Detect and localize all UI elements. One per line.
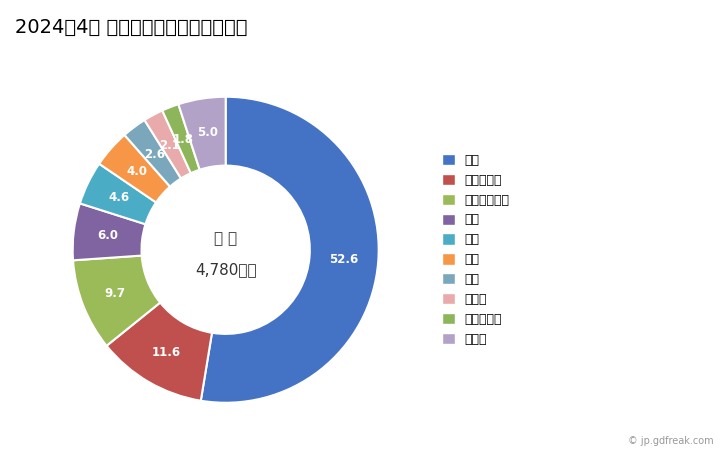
Wedge shape [162,104,199,173]
Wedge shape [106,302,212,400]
Legend: 中国, フィリピン, インドネシア, 台湾, 香港, 米国, 韓国, インド, マレーシア, その他: 中国, フィリピン, インドネシア, 台湾, 香港, 米国, 韓国, インド, … [443,154,510,346]
Text: 9.7: 9.7 [105,287,126,300]
Text: 2.6: 2.6 [144,148,165,161]
Text: 2024年4月 輸出相手国のシェア（％）: 2024年4月 輸出相手国のシェア（％） [15,18,247,37]
Wedge shape [99,135,170,202]
Text: 総 額: 総 額 [214,232,237,247]
Wedge shape [124,120,181,187]
Wedge shape [80,164,156,224]
Text: 4.6: 4.6 [108,191,130,204]
Wedge shape [145,111,191,178]
Text: 5.0: 5.0 [197,126,218,139]
Text: 52.6: 52.6 [329,253,358,266]
Text: © jp.gdfreak.com: © jp.gdfreak.com [628,436,713,446]
Text: 4.0: 4.0 [126,165,147,178]
Wedge shape [73,203,146,260]
Text: 4,780万円: 4,780万円 [195,262,256,277]
Wedge shape [73,256,160,346]
Text: 2.1: 2.1 [159,139,180,152]
Wedge shape [201,97,379,403]
Text: 11.6: 11.6 [151,346,181,359]
Wedge shape [178,97,226,170]
Text: 6.0: 6.0 [98,229,119,242]
Text: 1.8: 1.8 [173,133,193,146]
